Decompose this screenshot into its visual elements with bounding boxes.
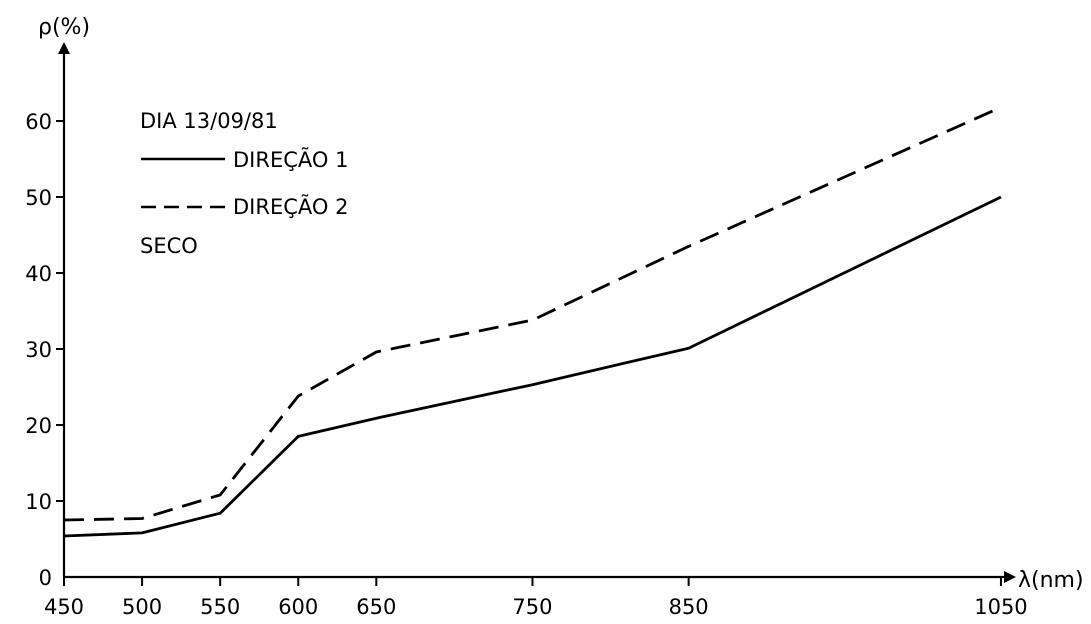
x-tick-label: 650 xyxy=(356,595,396,619)
legend-label-direcao-2: DIREÇÃO 2 xyxy=(233,193,348,219)
x-axis-title: λ(nm) xyxy=(1018,568,1084,593)
series-line-direcao-1 xyxy=(63,195,1002,538)
y-axis-title: ρ(%) xyxy=(38,15,90,40)
y-ticks: 0 10 20 30 40 50 60 xyxy=(25,110,64,590)
series-line-direcao-2 xyxy=(63,106,1002,522)
y-tick-label: 10 xyxy=(25,490,52,514)
y-tick-label: 30 xyxy=(25,338,52,362)
y-tick-label: 60 xyxy=(25,110,52,134)
x-tick-label: 550 xyxy=(200,595,240,619)
legend-title: DIA 13/09/81 xyxy=(140,109,278,133)
y-tick-label: 50 xyxy=(25,186,52,210)
x-tick-label: 600 xyxy=(278,595,318,619)
legend-note: SECO xyxy=(140,234,198,258)
x-tick-label: 750 xyxy=(512,595,552,619)
legend: DIA 13/09/81 DIREÇÃO 1 DIREÇÃO 2 SECO xyxy=(140,109,348,258)
y-tick-label: 20 xyxy=(25,414,52,438)
y-tick-label: 40 xyxy=(25,262,52,286)
x-tick-label: 500 xyxy=(122,595,162,619)
x-tick-label: 1050 xyxy=(974,595,1027,619)
x-tick-label: 450 xyxy=(44,595,84,619)
legend-label-direcao-1: DIREÇÃO 1 xyxy=(233,146,348,172)
series-layer xyxy=(63,106,1002,538)
x-tick-label: 850 xyxy=(669,595,709,619)
axes xyxy=(58,42,1016,583)
x-ticks: 450 500 550 600 650 750 850 1050 xyxy=(44,577,1028,619)
y-tick-label: 0 xyxy=(39,566,52,590)
